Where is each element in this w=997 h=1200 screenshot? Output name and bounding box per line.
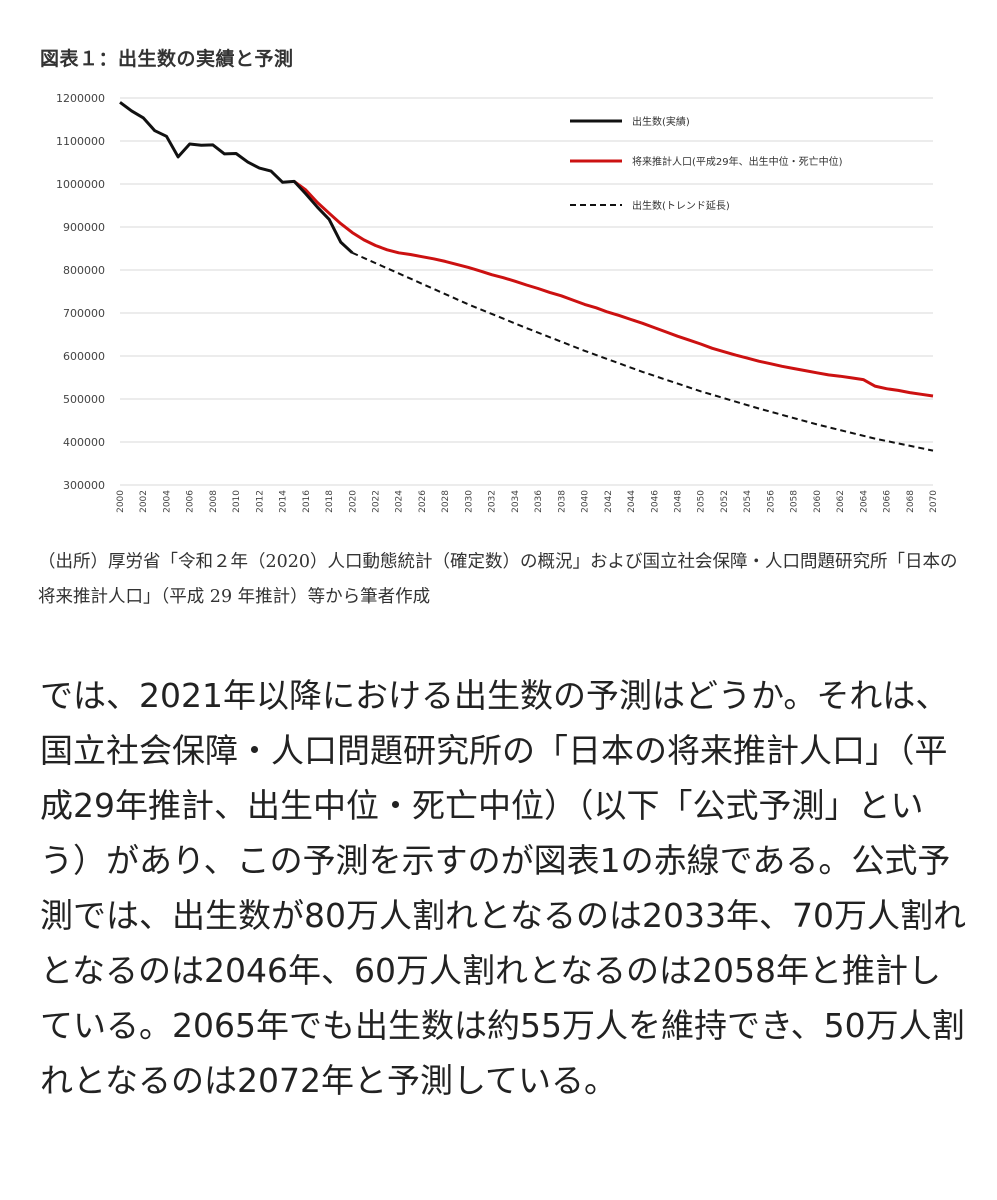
x-tick-label: 2046 (650, 490, 660, 513)
y-tick-label: 400000 (63, 436, 105, 449)
y-tick-label: 800000 (63, 264, 105, 277)
x-tick-label: 2048 (673, 490, 683, 513)
x-tick-label: 2056 (766, 490, 776, 513)
article-paragraph: では、2021年以降における出生数の予測はどうか。それは、国立社会保障・人口問題… (40, 676, 966, 1100)
x-tick-label: 2028 (441, 490, 451, 513)
series-actual-line (119, 101, 354, 254)
x-tick-label: 2000 (116, 490, 126, 513)
x-tick-label: 2038 (557, 490, 567, 513)
x-tick-label: 2022 (372, 490, 382, 513)
x-tick-label: 2024 (395, 490, 405, 513)
y-tick-label: 700000 (63, 307, 105, 320)
figure-title: 図表１：出生数の実績と予測 (40, 48, 294, 70)
legend-label-trend: 出生数(トレンド延長) (632, 199, 730, 212)
grid-lines (120, 97, 933, 486)
x-tick-label: 2018 (325, 490, 335, 513)
x-tick-label: 2058 (790, 490, 800, 513)
x-tick-label: 2066 (883, 490, 893, 513)
x-tick-label: 2060 (813, 490, 823, 513)
x-tick-label: 2070 (929, 490, 939, 513)
series-lines (119, 101, 934, 452)
x-tick-label: 2068 (906, 490, 916, 513)
source-note: （出所）厚労省「令和２年（2020）人口動態統計（確定数）の概況」および国立社会… (38, 552, 958, 607)
x-tick-label: 2020 (348, 490, 358, 513)
y-tick-label: 1100000 (56, 135, 105, 148)
x-tick-label: 2042 (604, 490, 614, 513)
x-tick-label: 2034 (511, 490, 521, 513)
x-tick-label: 2030 (464, 490, 474, 513)
x-tick-label: 2012 (255, 490, 265, 513)
x-tick-label: 2010 (232, 490, 242, 513)
x-tick-label: 2006 (186, 490, 196, 513)
x-tick-label: 2064 (859, 490, 869, 513)
x-tick-label: 2044 (627, 490, 637, 513)
x-tick-label: 2054 (743, 490, 753, 513)
y-tick-label: 1000000 (56, 178, 105, 191)
x-tick-label: 2050 (697, 490, 707, 513)
y-tick-label: 900000 (63, 221, 105, 234)
x-tick-label: 2016 (302, 490, 312, 513)
y-tick-label: 500000 (63, 393, 105, 406)
series-projection-line (293, 180, 934, 398)
x-tick-label: 2026 (418, 490, 428, 513)
x-tick-label: 2014 (279, 490, 289, 513)
x-tick-label: 2002 (139, 490, 149, 513)
series-trend-line (351, 251, 934, 452)
y-tick-labels: 1200000 1100000 1000000 900000 800000 700000 6… (56, 92, 105, 492)
x-tick-labels: 2000 2002 2004 2006 2008 2010 2012 2014 2016 2018… (116, 490, 939, 513)
x-tick-label: 2040 (581, 490, 591, 513)
x-tick-label: 2052 (720, 490, 730, 513)
y-tick-label: 300000 (63, 479, 105, 492)
x-tick-label: 2004 (162, 490, 172, 513)
x-tick-label: 2062 (836, 490, 846, 513)
y-tick-label: 1200000 (56, 92, 105, 105)
x-tick-label: 2032 (488, 490, 498, 513)
x-tick-label: 2036 (534, 490, 544, 513)
birth-chart: 1200000 1100000 1000000 900000 800000 700000 6… (56, 92, 939, 513)
x-tick-label: 2008 (209, 490, 219, 513)
legend: 出生数(実績) 将来推計人口(平成29年、出生中位・死亡中位) 出生数(トレンド… (570, 115, 843, 212)
legend-label-actual: 出生数(実績) (632, 115, 690, 128)
legend-label-projection: 将来推計人口(平成29年、出生中位・死亡中位) (632, 155, 843, 168)
y-tick-label: 600000 (63, 350, 105, 363)
